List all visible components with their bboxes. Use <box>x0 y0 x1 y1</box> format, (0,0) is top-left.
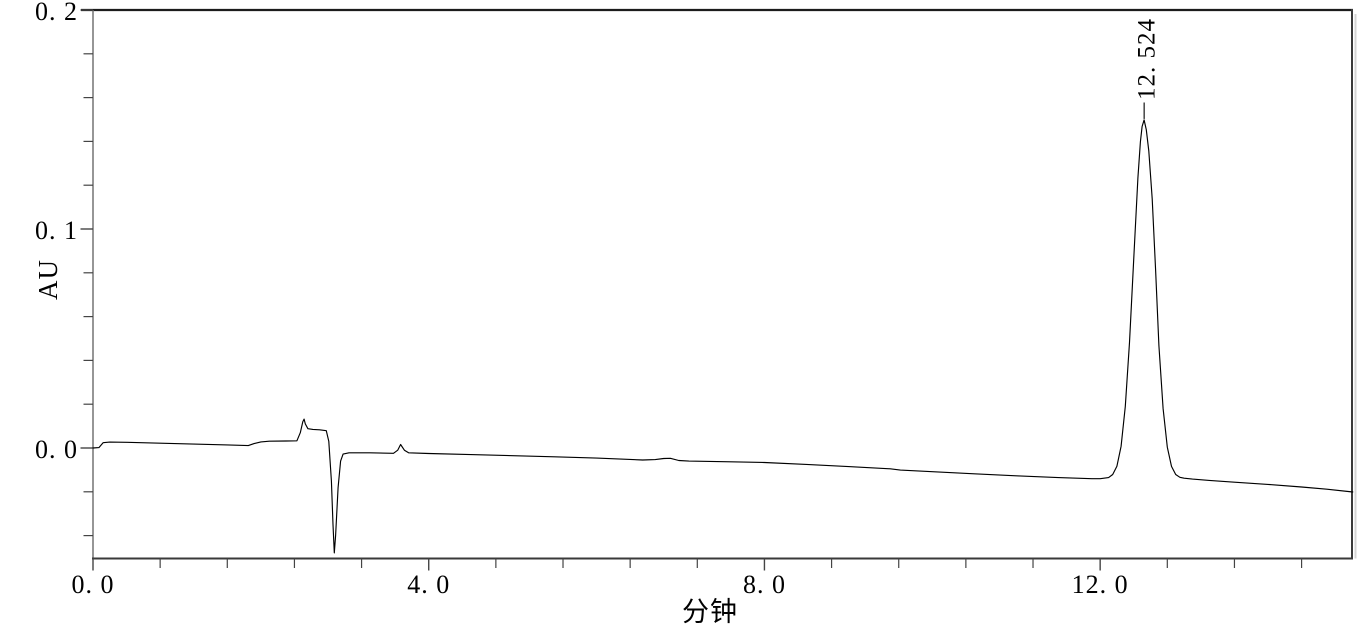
axis-ticks: 0. 0 4. 0 8. 0 12. 0 0. 0 0. 1 0. 2 <box>35 0 1303 599</box>
chromatogram-trace-group <box>92 119 1354 554</box>
peak-retention-label: 12. 524 <box>1134 18 1161 100</box>
chromatogram-trace <box>92 119 1354 554</box>
y-tick-label: 0. 1 <box>35 216 78 245</box>
x-tick-label: 12. 0 <box>1072 570 1129 599</box>
y-tick-label: 0. 2 <box>35 0 78 26</box>
plot-frame <box>81 8 1357 560</box>
peak-annotation-group: 12. 524 <box>1134 18 1161 119</box>
x-tick-label: 4. 0 <box>407 570 450 599</box>
x-axis-title: 分钟 <box>682 597 738 627</box>
x-tick-label: 8. 0 <box>743 570 786 599</box>
y-tick-label: 0. 0 <box>35 435 78 464</box>
y-axis-title: AU <box>33 259 63 300</box>
x-tick-label: 0. 0 <box>72 570 115 599</box>
